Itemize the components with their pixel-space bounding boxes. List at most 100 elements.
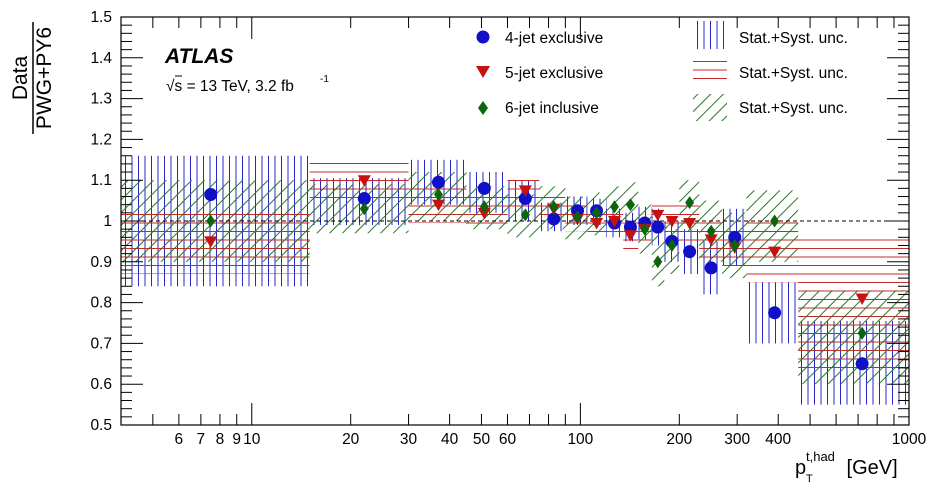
legend-swatch-diagonal-hatch — [693, 94, 727, 121]
x-tick-label: 40 — [441, 431, 459, 448]
x-axis-ticks: 6 7 8 9 10 20 30 40 50 60 100 200 300 400 1000 — [120, 17, 927, 448]
point-4jet — [547, 212, 561, 226]
point-6jet — [640, 222, 650, 236]
energy-lumi-text: √s = 13 TeV, 3.2 fb — [166, 78, 294, 95]
x-tick-label: 50 — [473, 431, 491, 448]
x-tick-label: 200 — [666, 431, 692, 448]
point-5jet — [683, 218, 697, 230]
y-tick-label: 0.9 — [90, 254, 112, 271]
point-5jet — [607, 216, 621, 228]
point-4jet — [728, 230, 742, 244]
x-tick-label: 300 — [724, 431, 750, 448]
legend-label-4jet: 4-jet exclusive — [505, 30, 603, 47]
point-4jet — [855, 357, 869, 371]
point-4jet — [518, 192, 532, 206]
point-6jet — [706, 224, 716, 238]
point-5jet — [768, 246, 782, 259]
y-tick-label: 0.8 — [90, 295, 112, 312]
legend-label-band-blue: Stat.+Syst. unc. — [739, 30, 848, 47]
point-5jet — [665, 216, 679, 228]
point-6jet — [685, 196, 695, 210]
legend-entry-band-red: Stat.+Syst. unc. — [693, 59, 848, 86]
point-6jet — [359, 202, 369, 216]
point-6jet — [857, 326, 867, 340]
point-5jet — [204, 236, 218, 248]
legend-marker-triangle — [476, 66, 490, 78]
y-axis-label-numerator: Data — [9, 56, 32, 101]
band-6jet — [798, 290, 909, 385]
x-tick-label: 10 — [243, 431, 261, 448]
legend-label-band-green: Stat.+Syst. unc. — [739, 100, 848, 117]
legend-swatch-vertical-hatch — [693, 21, 727, 49]
data-points — [204, 175, 869, 371]
x-tick-label: 400 — [765, 431, 791, 448]
point-4jet — [704, 261, 718, 275]
point-5jet — [518, 185, 532, 197]
point-4jet — [357, 192, 371, 206]
x-axis-label-unit: [GeV] — [841, 457, 898, 479]
x-tick-label: 20 — [342, 431, 360, 448]
y-tick-label: 0.7 — [90, 335, 112, 352]
energy-lumi-label: √s = 13 TeV, 3.2 fb -1 — [166, 74, 329, 95]
point-6jet — [520, 208, 530, 222]
point-5jet — [477, 207, 491, 220]
lumi-superscript: -1 — [320, 74, 329, 85]
point-5jet — [704, 234, 718, 246]
y-tick-label: 0.5 — [90, 417, 112, 434]
point-5jet — [357, 175, 371, 187]
point-4jet — [204, 187, 218, 201]
legend-label-5jet: 5-jet exclusive — [505, 65, 603, 82]
point-6jet — [573, 210, 583, 224]
legend-marker-circle — [476, 30, 490, 44]
x-axis-label-superscript: t,had — [806, 449, 835, 464]
point-6jet — [479, 200, 489, 214]
point-4jet — [477, 181, 491, 195]
legend-entry-band-blue: Stat.+Syst. unc. — [693, 21, 848, 49]
y-tick-label: 1.5 — [90, 9, 112, 26]
point-6jet — [730, 238, 740, 252]
point-6jet — [625, 198, 635, 212]
y-tick-label: 1.2 — [90, 131, 112, 148]
y-axis-label-denominator: PWG+PY6 — [33, 27, 56, 129]
legend-entry-6jet: 6-jet inclusive — [478, 100, 599, 117]
point-5jet — [623, 230, 637, 242]
point-4jet — [651, 220, 665, 234]
point-6jet — [206, 214, 216, 228]
x-tick-label: 1000 — [892, 431, 927, 448]
experiment-label: ATLAS — [164, 45, 233, 68]
point-6jet — [592, 206, 602, 220]
x-axis-label-subscript: T — [806, 473, 813, 485]
y-tick-label: 1.1 — [90, 172, 112, 189]
x-axis-label-p: p — [795, 457, 806, 479]
point-5jet — [431, 199, 445, 212]
x-tick-label: 6 — [175, 431, 184, 448]
y-tick-label: 1.4 — [90, 50, 112, 67]
legend-entry-5jet: 5-jet exclusive — [476, 65, 603, 82]
legend-label-band-red: Stat.+Syst. unc. — [739, 65, 848, 82]
point-6jet — [667, 238, 677, 252]
y-axis-ticks: 0.5 0.6 0.7 0.8 0.9 1 1.1 1.2 1.3 1.4 1.5 — [90, 9, 909, 434]
point-5jet — [590, 218, 604, 230]
y-axis-label: Data PWG+PY6 — [9, 22, 56, 134]
band-6jet — [309, 184, 409, 234]
point-6jet — [653, 255, 663, 269]
legend-entry-band-green: Stat.+Syst. unc. — [693, 94, 848, 121]
uncertainty-bands — [121, 155, 909, 405]
x-axis-label: p t,had T [GeV] — [795, 449, 898, 485]
x-tick-label: 30 — [400, 431, 418, 448]
legend-entry-4jet: 4-jet exclusive — [476, 30, 603, 47]
x-tick-label: 100 — [567, 431, 593, 448]
legend: 4-jet exclusive 5-jet exclusive 6-jet in… — [476, 21, 848, 121]
point-6jet — [433, 187, 443, 201]
legend-swatch-horizontal-hatch — [693, 59, 727, 86]
legend-marker-diamond — [478, 101, 488, 115]
x-tick-label: 9 — [232, 431, 241, 448]
point-6jet — [770, 214, 780, 228]
point-5jet — [855, 293, 869, 306]
point-6jet — [609, 200, 619, 214]
point-4jet — [683, 245, 697, 259]
legend-label-6jet: 6-jet inclusive — [505, 100, 599, 117]
y-tick-label: 1.3 — [90, 91, 112, 108]
point-5jet — [651, 209, 665, 222]
